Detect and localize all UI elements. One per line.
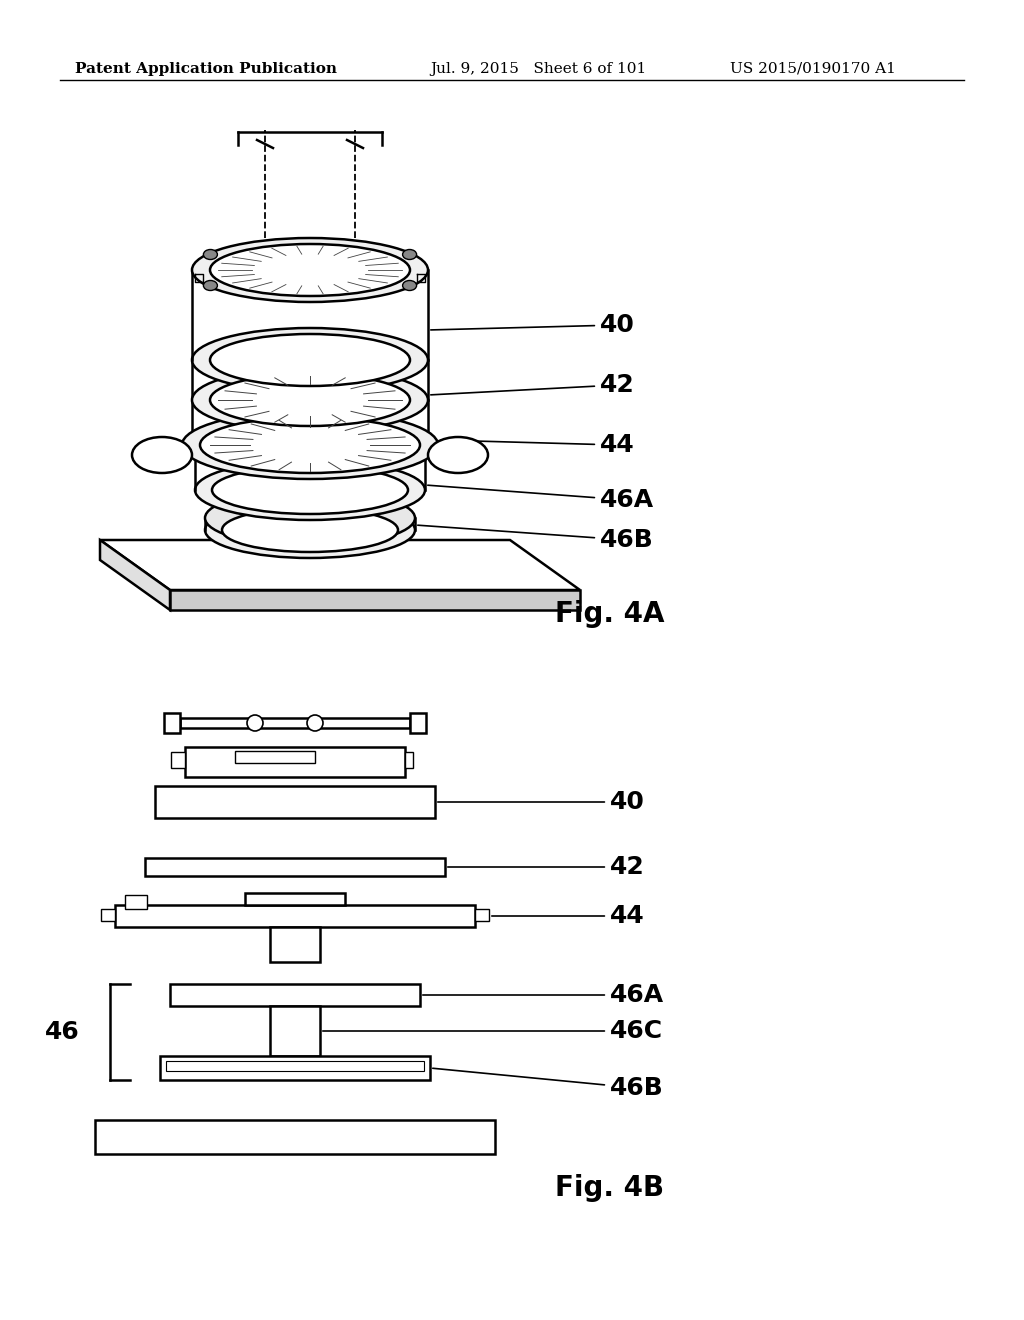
- Ellipse shape: [195, 459, 425, 520]
- Bar: [406, 752, 413, 768]
- Ellipse shape: [210, 334, 410, 385]
- Text: 40: 40: [438, 789, 645, 814]
- Ellipse shape: [193, 238, 428, 302]
- Bar: [234, 751, 315, 763]
- Bar: [270, 1006, 319, 1056]
- Bar: [270, 927, 319, 962]
- Circle shape: [247, 715, 263, 731]
- Text: 46B: 46B: [418, 525, 653, 552]
- Polygon shape: [100, 540, 170, 610]
- Ellipse shape: [205, 490, 415, 546]
- Bar: [164, 713, 180, 733]
- Bar: [145, 858, 445, 876]
- Bar: [115, 906, 475, 927]
- Text: Jul. 9, 2015   Sheet 6 of 101: Jul. 9, 2015 Sheet 6 of 101: [430, 62, 646, 77]
- Text: 42: 42: [447, 855, 645, 879]
- Polygon shape: [170, 590, 580, 610]
- Bar: [101, 909, 115, 921]
- Text: US 2015/0190170 A1: US 2015/0190170 A1: [730, 62, 896, 77]
- Text: 46C: 46C: [323, 1019, 664, 1043]
- Circle shape: [307, 715, 323, 731]
- Text: Patent Application Publication: Patent Application Publication: [75, 62, 337, 77]
- Ellipse shape: [210, 244, 410, 296]
- Text: Fig. 4B: Fig. 4B: [555, 1173, 665, 1203]
- Bar: [185, 747, 406, 777]
- Bar: [171, 752, 185, 768]
- Text: 46A: 46A: [423, 983, 665, 1007]
- Ellipse shape: [428, 437, 488, 473]
- Text: Fig. 4A: Fig. 4A: [555, 601, 665, 628]
- Ellipse shape: [205, 502, 415, 558]
- Ellipse shape: [222, 508, 398, 552]
- Ellipse shape: [402, 281, 417, 290]
- Ellipse shape: [204, 249, 217, 260]
- Bar: [410, 713, 426, 733]
- Ellipse shape: [204, 281, 217, 290]
- Text: 42: 42: [431, 374, 635, 397]
- Bar: [155, 785, 435, 818]
- Bar: [180, 718, 410, 729]
- Text: 46B: 46B: [433, 1068, 664, 1100]
- Ellipse shape: [193, 368, 428, 432]
- Bar: [95, 1119, 495, 1154]
- Ellipse shape: [132, 437, 193, 473]
- Polygon shape: [100, 540, 580, 590]
- Bar: [125, 895, 147, 909]
- Bar: [170, 983, 420, 1006]
- Ellipse shape: [182, 411, 438, 479]
- Ellipse shape: [210, 374, 410, 426]
- Ellipse shape: [193, 327, 428, 392]
- Bar: [475, 909, 489, 921]
- Text: 46A: 46A: [428, 486, 654, 512]
- Text: 44: 44: [440, 433, 635, 457]
- Text: 46: 46: [45, 1020, 80, 1044]
- Ellipse shape: [200, 417, 420, 473]
- Ellipse shape: [402, 249, 417, 260]
- Bar: [166, 1061, 424, 1071]
- Bar: [245, 894, 345, 906]
- Text: 44: 44: [492, 904, 645, 928]
- Ellipse shape: [212, 466, 408, 513]
- Text: 40: 40: [431, 313, 635, 337]
- Bar: [160, 1056, 430, 1080]
